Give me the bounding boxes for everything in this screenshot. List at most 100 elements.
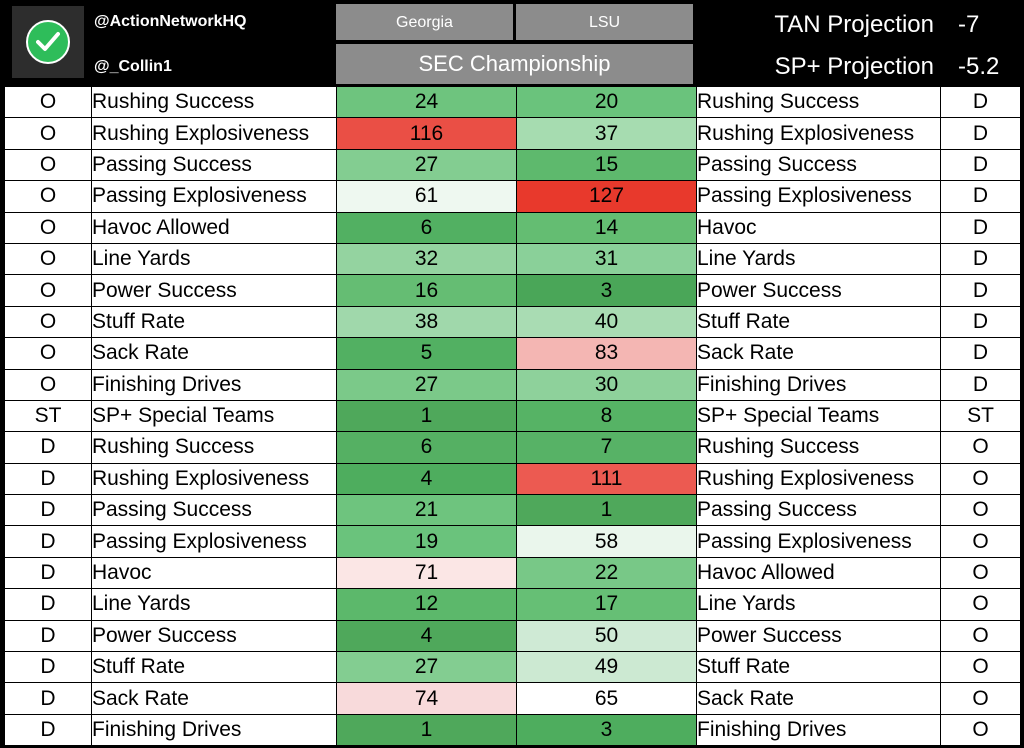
left-metric-cell: Line Yards	[91, 242, 337, 276]
lsu-rank-cell: 31	[516, 242, 697, 276]
table-row: O Power Success 16 3 Power Success D	[4, 274, 1021, 307]
left-metric-cell: Finishing Drives	[91, 713, 337, 747]
left-metric-cell: Passing Success	[91, 494, 337, 527]
header-bar: @ActionNetworkHQ @_Collin1 Georgia LSU S…	[0, 0, 1024, 86]
right-unit-cell: O	[940, 431, 1021, 464]
lsu-rank-cell: 111	[516, 462, 697, 496]
left-metric-cell: Rushing Success	[91, 431, 337, 464]
georgia-rank-cell: 6	[336, 431, 517, 464]
right-unit-cell: ST	[940, 399, 1021, 433]
right-unit-cell: D	[940, 337, 1021, 370]
left-metric-cell: Rushing Success	[91, 85, 337, 119]
table-row: D Stuff Rate 27 49 Stuff Rate O	[4, 651, 1021, 684]
lsu-rank-cell: 50	[516, 619, 697, 653]
right-metric-cell: Rushing Explosiveness	[696, 117, 941, 150]
left-unit-cell: O	[4, 211, 92, 244]
georgia-rank-cell: 1	[336, 399, 517, 433]
left-unit-cell: D	[4, 713, 92, 747]
right-metric-cell: Stuff Rate	[696, 305, 941, 339]
georgia-rank-cell: 27	[336, 368, 517, 401]
left-unit-cell: O	[4, 242, 92, 276]
georgia-rank-cell: 38	[336, 305, 517, 339]
left-unit-cell: O	[4, 368, 92, 401]
handle-collin: @_Collin1	[94, 58, 172, 75]
left-metric-cell: Stuff Rate	[91, 305, 337, 339]
left-unit-cell: O	[4, 85, 92, 119]
team-lsu-header: LSU	[516, 4, 693, 40]
lsu-rank-cell: 30	[516, 368, 697, 401]
lsu-rank-cell: 40	[516, 305, 697, 339]
right-unit-cell: D	[940, 211, 1021, 244]
left-unit-cell: D	[4, 494, 92, 527]
right-metric-cell: Sack Rate	[696, 682, 941, 715]
table-row: O Rushing Explosiveness 116 37 Rushing Explo…	[4, 117, 1021, 150]
left-unit-cell: O	[4, 148, 92, 182]
lsu-rank-cell: 3	[516, 713, 697, 747]
right-unit-cell: O	[940, 556, 1021, 590]
georgia-rank-cell: 19	[336, 525, 517, 558]
left-metric-cell: Stuff Rate	[91, 651, 337, 684]
table-row: O Sack Rate 5 83 Sack Rate D	[4, 337, 1021, 370]
table-row: D Passing Success 21 1 Passing Success O	[4, 494, 1021, 527]
georgia-rank-cell: 71	[336, 556, 517, 590]
left-metric-cell: Power Success	[91, 274, 337, 307]
right-metric-cell: Rushing Explosiveness	[696, 462, 941, 496]
lsu-rank-cell: 8	[516, 399, 697, 433]
left-unit-cell: D	[4, 619, 92, 653]
right-metric-cell: Havoc	[696, 211, 941, 244]
lsu-rank-cell: 127	[516, 180, 697, 213]
table-row: O Finishing Drives 27 30 Finishing Drives D	[4, 368, 1021, 401]
right-unit-cell: D	[940, 117, 1021, 150]
lsu-rank-cell: 65	[516, 682, 697, 715]
left-unit-cell: D	[4, 431, 92, 464]
table-row: D Line Yards 12 17 Line Yards O	[4, 588, 1021, 621]
left-unit-cell: D	[4, 462, 92, 496]
table-row: D Finishing Drives 1 3 Finishing Drives O	[4, 713, 1021, 747]
tan-projection-label: TAN Projection	[774, 11, 934, 38]
georgia-rank-cell: 74	[336, 682, 517, 715]
left-unit-cell: D	[4, 651, 92, 684]
right-unit-cell: D	[940, 148, 1021, 182]
checkmark-icon	[26, 20, 70, 64]
right-metric-cell: Line Yards	[696, 588, 941, 621]
table-row: D Havoc 71 22 Havoc Allowed O	[4, 556, 1021, 590]
left-metric-cell: Sack Rate	[91, 682, 337, 715]
stats-table-body: O Rushing Success 24 20 Rushing Success D O Rus…	[4, 85, 1021, 747]
right-unit-cell: D	[940, 305, 1021, 339]
right-unit-cell: O	[940, 494, 1021, 527]
lsu-rank-cell: 49	[516, 651, 697, 684]
left-unit-cell: O	[4, 337, 92, 370]
left-unit-cell: D	[4, 682, 92, 715]
table-row: O Rushing Success 24 20 Rushing Success D	[4, 85, 1021, 119]
right-unit-cell: O	[940, 713, 1021, 747]
georgia-rank-cell: 27	[336, 148, 517, 182]
lsu-rank-cell: 14	[516, 211, 697, 244]
right-unit-cell: D	[940, 85, 1021, 119]
georgia-rank-cell: 21	[336, 494, 517, 527]
right-unit-cell: D	[940, 368, 1021, 401]
right-metric-cell: SP+ Special Teams	[696, 399, 941, 433]
team-georgia-header: Georgia	[336, 4, 513, 40]
sp-projection-value: -5.2	[958, 53, 1000, 80]
right-metric-cell: Sack Rate	[696, 337, 941, 370]
table-row: D Power Success 4 50 Power Success O	[4, 619, 1021, 653]
lsu-rank-cell: 15	[516, 148, 697, 182]
right-metric-cell: Passing Success	[696, 494, 941, 527]
left-unit-cell: O	[4, 305, 92, 339]
georgia-rank-cell: 5	[336, 337, 517, 370]
left-unit-cell: D	[4, 525, 92, 558]
right-unit-cell: O	[940, 619, 1021, 653]
left-unit-cell: D	[4, 556, 92, 590]
right-metric-cell: Passing Explosiveness	[696, 180, 941, 213]
right-metric-cell: Passing Explosiveness	[696, 525, 941, 558]
left-metric-cell: Finishing Drives	[91, 368, 337, 401]
right-metric-cell: Rushing Success	[696, 431, 941, 464]
table-row: ST SP+ Special Teams 1 8 SP+ Special Teams ST	[4, 399, 1021, 433]
lsu-rank-cell: 17	[516, 588, 697, 621]
georgia-rank-cell: 1	[336, 713, 517, 747]
table-row: D Passing Explosiveness 19 58 Passing Explos…	[4, 525, 1021, 558]
left-metric-cell: Rushing Explosiveness	[91, 117, 337, 150]
right-metric-cell: Finishing Drives	[696, 713, 941, 747]
lsu-rank-cell: 3	[516, 274, 697, 307]
